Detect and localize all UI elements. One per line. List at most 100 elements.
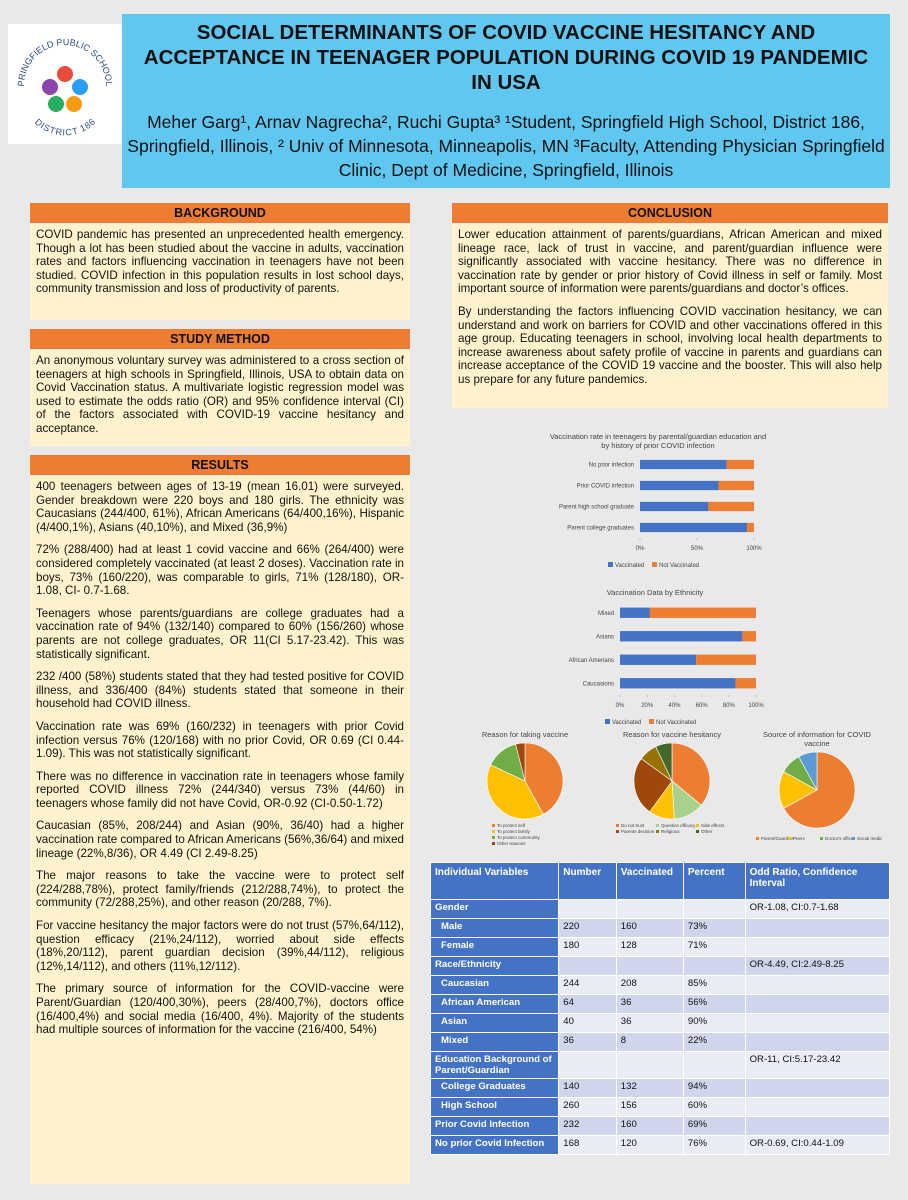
table-cell: 8 — [615, 1032, 684, 1052]
table-cell — [744, 1097, 891, 1117]
title: SOCIAL DETERMINANTS OF COVID VACCINE HES… — [143, 21, 869, 94]
table-cell: 90% — [682, 1013, 746, 1033]
bar — [620, 607, 650, 618]
bar — [620, 631, 743, 642]
section-text: 400 teenagers between ages of 13-19 (mea… — [30, 476, 410, 1184]
logo-bg — [8, 24, 122, 144]
bar — [640, 501, 709, 512]
table-cell — [744, 1013, 891, 1033]
table-cell: Caucasian — [429, 975, 560, 995]
table-row: African American 64 36 56% — [429, 994, 891, 1014]
legend-swatch — [616, 824, 619, 827]
section-text: COVID pandemic has presented an unpreced… — [30, 224, 410, 320]
paragraph: There was no difference in vaccination r… — [36, 769, 404, 810]
table-cell: 160 — [615, 918, 684, 938]
legend-swatch — [492, 842, 495, 845]
chart-title: Reason for taking vaccine — [481, 730, 569, 739]
table-cell — [744, 1078, 891, 1098]
column-header: Percent — [682, 862, 746, 900]
table-cell: 180 — [558, 937, 617, 957]
pie-slice — [783, 751, 856, 829]
chart-title: Source of information for COVID vaccine — [763, 730, 871, 748]
table-cell: 69% — [682, 1116, 746, 1136]
table-cell — [558, 899, 617, 919]
paragraph: For vaccine hesitancy the major factors … — [36, 919, 404, 973]
table-cell: 85% — [682, 975, 746, 995]
paragraph: The primary source of information for th… — [36, 982, 404, 1037]
table-cell: OR-4.49, CI:2.49-8.25 — [744, 956, 891, 976]
x-tick-label: 60% — [696, 703, 709, 709]
x-tick-label: 80% — [723, 703, 736, 709]
table-row: College Graduates 140 132 94% — [429, 1078, 891, 1098]
authors: Meher Garg¹, Arnav Nagrecha², Ruchi Gupt… — [127, 112, 885, 180]
x-tick-label: 100% — [748, 703, 764, 709]
bar — [708, 501, 754, 512]
column-header: Individual Variables — [429, 862, 560, 900]
paragraph: Lower education attainment of parents/gu… — [458, 228, 882, 296]
table-cell — [615, 899, 684, 919]
pie-slice — [633, 758, 673, 813]
pie-slice — [671, 742, 711, 806]
legend-label: Parent/Guardian — [761, 836, 795, 841]
chart-plot: Do not trust Question efficacy Side effect… — [616, 742, 725, 834]
pie-slice — [798, 751, 818, 791]
table-cell: OR-0.69, CI:0.44-1.09 — [744, 1135, 891, 1155]
column-header: Number — [558, 862, 617, 900]
legend-label: To protect community — [497, 835, 541, 840]
bar — [620, 654, 697, 665]
legend-label: Not Vaccinated — [659, 563, 699, 569]
section-heading: BACKGROUND — [30, 203, 410, 223]
y-tick-label: Parent high school graduate — [559, 505, 635, 511]
paragraph: COVID pandemic has presented an unpreced… — [36, 228, 404, 296]
table-cell: 36 — [615, 994, 684, 1014]
paragraph: Caucasian (85%, 208/244) and Asian (90%,… — [36, 819, 404, 860]
table-cell: 156 — [615, 1097, 684, 1117]
table-row: Prior Covid Infection 232 160 69% — [429, 1116, 891, 1136]
chart-title: Reason for vaccine hesitancy — [623, 730, 721, 739]
y-tick-label: African Amerians — [569, 658, 614, 664]
table-row: No prior Covid Infection 168 120 76% OR-0.69… — [429, 1135, 891, 1155]
table-cell: Race/Ethnicity — [429, 956, 560, 976]
legend-label: Social media — [857, 836, 882, 841]
table-cell: 128 — [615, 937, 684, 957]
table-cell — [682, 1051, 746, 1079]
legend-label: Doctor's office — [825, 836, 854, 841]
pie-slice — [515, 742, 526, 782]
paragraph: 400 teenagers between ages of 13-19 (mea… — [36, 480, 404, 534]
bar — [640, 480, 719, 491]
logo-figure — [72, 79, 88, 95]
bar — [747, 522, 754, 533]
legend-label: Parents decision — [621, 829, 655, 834]
column-header: Odd Ratio, Confidence Interval — [744, 862, 891, 900]
table-header-row: Individual Variables Number Vaccinated Perc… — [429, 862, 891, 900]
chart-title: Vaccination rate in teenagers by parenta… — [549, 432, 767, 450]
table-cell — [558, 1051, 617, 1079]
table-cell — [682, 899, 746, 919]
legend-label: Vaccinated — [615, 563, 644, 569]
x-tick-label: 20% — [641, 703, 654, 709]
table-cell — [744, 1116, 891, 1136]
table-cell: African American — [429, 994, 560, 1014]
bar — [718, 480, 754, 491]
table-cell: 168 — [558, 1135, 617, 1155]
table-cell: 56% — [682, 994, 746, 1014]
table-cell: OR-11, CI:5.17-23.42 — [744, 1051, 891, 1079]
paragraph: By understanding the factors influencing… — [458, 304, 882, 386]
y-tick-label: Parent college graduates — [567, 526, 634, 532]
table-row: Mixed 36 8 22% — [429, 1032, 891, 1052]
legend-swatch — [656, 824, 659, 827]
table-cell: 60% — [682, 1097, 746, 1117]
legend-swatch — [492, 836, 495, 839]
paragraph: 72% (288/400) had at least 1 covid vacci… — [36, 543, 404, 598]
table-cell: No prior Covid Infection — [429, 1135, 560, 1155]
bar — [742, 631, 756, 642]
x-tick-label: 0% — [616, 703, 625, 709]
y-tick-label: No prior infection — [589, 463, 634, 469]
x-tick-label: 40% — [668, 703, 681, 709]
pie-slice — [655, 742, 673, 782]
y-tick-label: Asians — [596, 634, 614, 640]
table-cell: Prior Covid Infection — [429, 1116, 560, 1136]
chart: Reason for taking vaccine To protect self… — [470, 730, 580, 859]
table-cell: 160 — [615, 1116, 684, 1136]
